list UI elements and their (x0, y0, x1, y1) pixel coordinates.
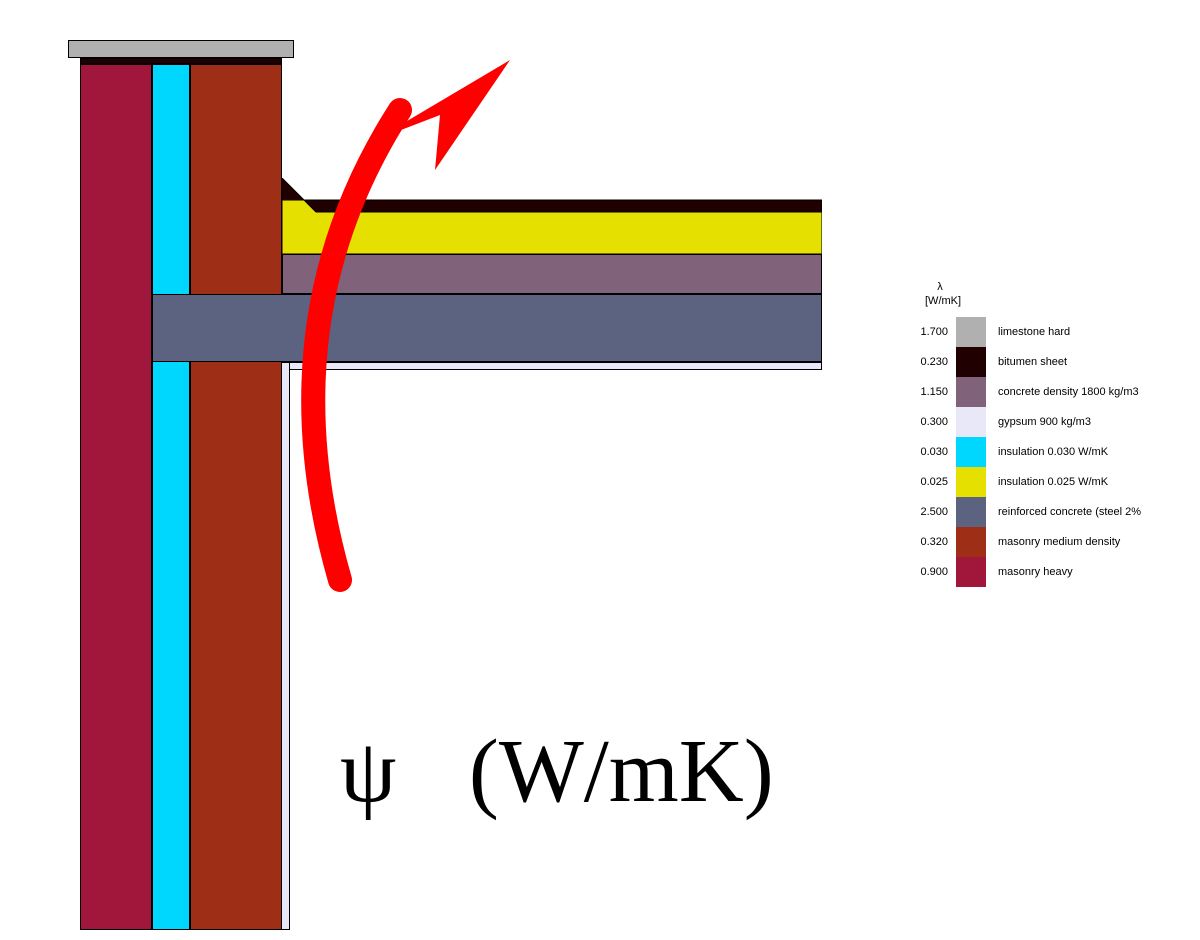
roof-gypsum (282, 362, 822, 370)
legend-value: 0.025 (900, 476, 956, 488)
legend-swatch (956, 377, 986, 407)
psi-unit: (W/mK) (469, 722, 774, 821)
legend-row: 2.500 reinforced concrete (steel 2% (900, 497, 1141, 527)
legend-value: 1.150 (900, 386, 956, 398)
legend-row: 1.150 concrete density 1800 kg/m3 (900, 377, 1141, 407)
legend-swatch (956, 347, 986, 377)
wall-insulation-030 (152, 64, 190, 930)
legend-unit: [W/mK] (925, 294, 955, 308)
legend-header: λ [W/mK] (925, 280, 955, 309)
legend-label: insulation 0.025 W/mK (986, 476, 1108, 488)
psi-formula: ψ (W/mK) (340, 720, 774, 823)
legend-row: 1.700 limestone hard (900, 317, 1141, 347)
legend-swatch (956, 407, 986, 437)
legend-swatch (956, 467, 986, 497)
legend-row: 0.320 masonry medium density (900, 527, 1141, 557)
roof-insulation-025 (282, 200, 822, 254)
legend-swatch (956, 557, 986, 587)
legend-label: concrete density 1800 kg/m3 (986, 386, 1139, 398)
material-legend: λ [W/mK] 1.700 limestone hard 0.230 bitumen… (900, 280, 1141, 587)
wall-gypsum-interior (282, 362, 290, 930)
legend-label: insulation 0.030 W/mK (986, 446, 1108, 458)
legend-value: 0.300 (900, 416, 956, 428)
legend-row: 0.025 insulation 0.025 W/mK (900, 467, 1141, 497)
roof-reinforced-concrete (152, 294, 822, 362)
wall-masonry-medium-upper (190, 64, 282, 294)
legend-lambda: λ (925, 280, 955, 294)
legend-label: bitumen sheet (986, 356, 1067, 368)
wall-cap-limestone (68, 40, 294, 58)
legend-row: 0.230 bitumen sheet (900, 347, 1141, 377)
legend-row: 0.900 masonry heavy (900, 557, 1141, 587)
legend-swatch (956, 437, 986, 467)
psi-symbol: ψ (340, 722, 396, 821)
roof-concrete-1800 (282, 254, 822, 294)
legend-value: 2.500 (900, 506, 956, 518)
legend-value: 0.030 (900, 446, 956, 458)
legend-label: gypsum 900 kg/m3 (986, 416, 1091, 428)
legend-swatch (956, 317, 986, 347)
legend-label: limestone hard (986, 326, 1070, 338)
legend-row: 0.030 insulation 0.030 W/mK (900, 437, 1141, 467)
legend-row: 0.300 gypsum 900 kg/m3 (900, 407, 1141, 437)
legend-label: masonry medium density (986, 536, 1120, 548)
legend-value: 0.320 (900, 536, 956, 548)
legend-value: 0.230 (900, 356, 956, 368)
wall-masonry-heavy (80, 64, 152, 930)
legend-label: reinforced concrete (steel 2% (986, 506, 1141, 518)
legend-swatch (956, 527, 986, 557)
roof-bitumen-top (282, 178, 822, 212)
legend-swatch (956, 497, 986, 527)
legend-label: masonry heavy (986, 566, 1073, 578)
legend-value: 1.700 (900, 326, 956, 338)
legend-value: 0.900 (900, 566, 956, 578)
